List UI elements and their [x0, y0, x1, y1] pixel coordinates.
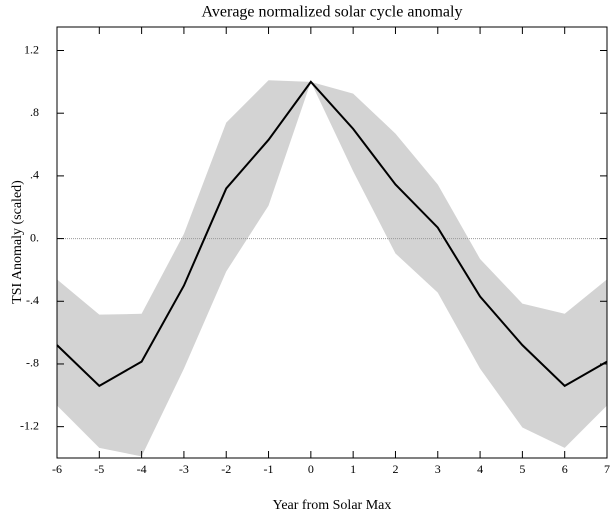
- band: [57, 80, 607, 457]
- y-tick-label: -.4: [26, 293, 39, 307]
- x-axis-label: Year from Solar Max: [273, 498, 392, 513]
- y-tick-label: 1.2: [24, 42, 39, 56]
- chart-title: Average normalized solar cycle anomaly: [202, 4, 463, 21]
- x-tick-label: -4: [137, 462, 147, 476]
- x-tick-label: -2: [221, 462, 231, 476]
- y-axis-label: TSI Anomaly (scaled): [10, 180, 25, 304]
- x-tick-label: 4: [477, 462, 483, 476]
- x-tick-label: 3: [435, 462, 441, 476]
- x-tick-label: -6: [52, 462, 62, 476]
- x-tick-label: 2: [392, 462, 398, 476]
- y-tick-label: .8: [30, 105, 39, 119]
- y-tick-label: .4: [30, 168, 39, 182]
- x-tick-label: 7: [604, 462, 610, 476]
- plot-frame: [56, 26, 608, 459]
- x-tick-label: 6: [562, 462, 568, 476]
- line: [56, 80, 608, 388]
- x-tick-label: 5: [519, 462, 525, 476]
- x-tick-label: 1: [350, 462, 356, 476]
- x-tick-label: -1: [264, 462, 274, 476]
- x-tick-label: -5: [94, 462, 104, 476]
- y-tick-label: 0.: [30, 230, 39, 244]
- x-tick-label: 0: [308, 462, 314, 476]
- y-tick-label: -.8: [26, 356, 39, 370]
- y-tick-label: -1.2: [20, 418, 39, 432]
- x-tick-label: -3: [179, 462, 189, 476]
